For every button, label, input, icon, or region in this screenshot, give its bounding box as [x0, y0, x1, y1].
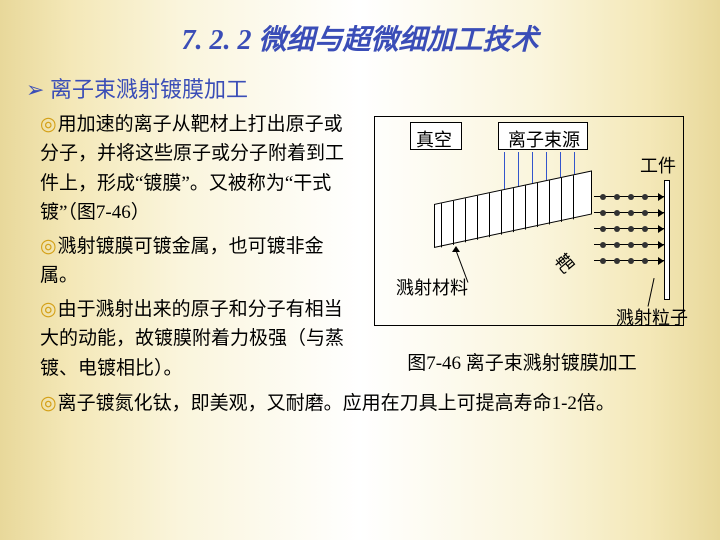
subtitle-text: 离子束溅射镀膜加工: [50, 77, 248, 102]
label-vacuum: 真空: [416, 126, 452, 152]
label-sputter_mat: 溅射材料: [396, 274, 468, 300]
particle-dot: [600, 210, 606, 216]
particle-dot: [628, 210, 634, 216]
label-particles: 溅射粒子: [616, 304, 688, 330]
particle-dot: [600, 242, 606, 248]
paragraph-3-text: 由于溅射出来的原子和分子有相当大的动能，故镀膜附着力极强（与蒸镀、电镀相比）。: [40, 299, 344, 379]
ion-arrow-line: [518, 152, 519, 190]
paragraph-1-text: 用加速的离子从靶材上打出原子或分子，并将这些原子或分子附着到工件上，形成“镀膜”…: [40, 114, 344, 223]
figure-diagram: 真空离子束源工件溅射材料溅射粒子靶: [364, 110, 694, 340]
particle-dot: [642, 242, 648, 248]
particle-dot: [614, 258, 620, 264]
paragraph-3: ◎由于溅射出来的原子和分子有相当大的动能，故镀膜附着力极强（与蒸镀、电镀相比）。: [40, 295, 354, 383]
particle-dot: [600, 226, 606, 232]
left-column: ◎用加速的离子从靶材上打出原子或分子，并将这些原子或分子附着到工件上，形成“镀膜…: [40, 110, 360, 387]
particle-dot: [642, 226, 648, 232]
label-ion_source: 离子束源: [508, 126, 580, 152]
particle-dot: [614, 242, 620, 248]
bullet-icon: ◎: [40, 114, 56, 135]
particle-dot: [642, 210, 648, 216]
particle-dot: [628, 226, 634, 232]
title-text: 7. 2. 2 微细与超微细加工技术: [181, 25, 538, 56]
particle-dot: [614, 226, 620, 232]
paragraph-2-text: 溅射镀膜可镀金属，也可镀非金属。: [40, 236, 324, 286]
bullet-icon: ◎: [40, 236, 56, 257]
particle-arrowhead: [658, 225, 664, 233]
workpiece-bar: [664, 180, 670, 300]
particle-dot: [642, 194, 648, 200]
right-column: 真空离子束源工件溅射材料溅射粒子靶 图7-46 离子束溅射镀膜加工: [360, 110, 680, 387]
bullet-icon: ◎: [40, 299, 56, 320]
paragraph-4-text: 离子镀氮化钛，即美观，又耐磨。应用在刀具上可提高寿命1-2倍。: [58, 393, 615, 414]
paragraph-4-row: ◎离子镀氮化钛，即美观，又耐磨。应用在刀具上可提高寿命1-2倍。: [0, 389, 720, 418]
particle-dot: [628, 258, 634, 264]
bullet-icon: ◎: [40, 393, 56, 414]
particle-dot: [628, 194, 634, 200]
figure-caption: 图7-46 离子束溅射镀膜加工: [364, 348, 680, 375]
subtitle-marker: ➢: [26, 77, 44, 102]
particle-arrowhead: [658, 209, 664, 217]
particle-arrowhead: [658, 257, 664, 265]
particle-dot: [614, 194, 620, 200]
particle-dot: [600, 194, 606, 200]
particle-dot: [614, 210, 620, 216]
paragraph-4: ◎离子镀氮化钛，即美观，又耐磨。应用在刀具上可提高寿命1-2倍。: [40, 389, 696, 418]
label-workpiece: 工件: [640, 152, 676, 178]
paragraph-1: ◎用加速的离子从靶材上打出原子或分子，并将这些原子或分子附着到工件上，形成“镀膜…: [40, 110, 354, 228]
particle-arrowhead: [658, 241, 664, 249]
ion-arrow-line: [504, 152, 505, 193]
particle-dot: [642, 258, 648, 264]
particle-dot: [600, 258, 606, 264]
particle-dot: [628, 242, 634, 248]
paragraph-2: ◎溅射镀膜可镀金属，也可镀非金属。: [40, 232, 354, 291]
page-title: 7. 2. 2 微细与超微细加工技术: [0, 0, 720, 66]
particle-arrowhead: [658, 193, 664, 201]
sputter-mat-arrowhead: [452, 246, 460, 252]
content-row: ◎用加速的离子从靶材上打出原子或分子，并将这些原子或分子附着到工件上，形成“镀膜…: [0, 110, 720, 387]
section-subtitle: ➢ 离子束溅射镀膜加工: [0, 66, 720, 110]
